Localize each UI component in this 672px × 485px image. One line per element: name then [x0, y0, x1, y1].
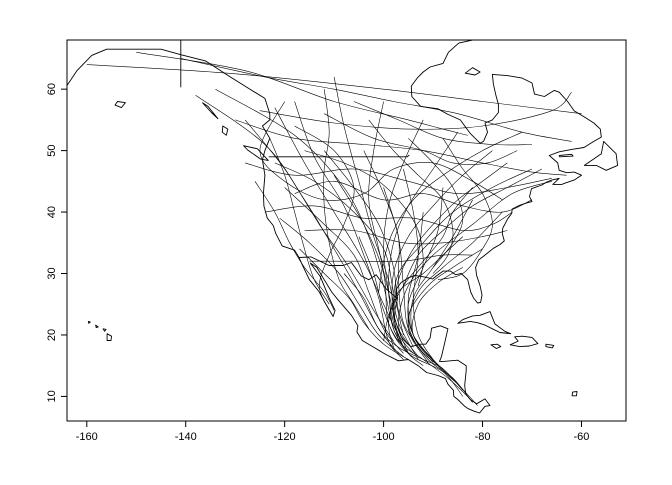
- track-line: [407, 211, 503, 363]
- track-line: [304, 229, 508, 245]
- border-line: [298, 256, 398, 300]
- x-tick-label: -60: [574, 431, 590, 443]
- island-outline: [102, 328, 107, 332]
- island-outline: [490, 343, 502, 349]
- island-outline: [106, 333, 112, 341]
- track-line: [388, 132, 459, 348]
- track-line: [323, 89, 370, 329]
- track-line: [136, 52, 468, 136]
- y-tick-label: 30: [46, 267, 58, 279]
- island-outline: [221, 125, 229, 136]
- land-layer: [67, 40, 619, 414]
- x-tick-label: -140: [175, 431, 197, 443]
- y-tick-label: 60: [46, 83, 58, 95]
- track-line: [309, 254, 473, 262]
- border-line: [268, 154, 410, 158]
- track-line: [294, 125, 355, 311]
- track-line: [437, 138, 493, 280]
- island-outline: [583, 140, 619, 171]
- island-outline: [464, 67, 481, 76]
- track-layer: [86, 52, 582, 406]
- track-line: [368, 119, 454, 274]
- y-tick-label: 10: [46, 390, 58, 402]
- island-outline: [457, 311, 512, 335]
- track-line: [383, 187, 473, 342]
- track-line: [259, 91, 572, 130]
- track-line: [244, 119, 394, 342]
- track-line: [378, 131, 523, 293]
- track-line: [353, 101, 533, 146]
- x-tick-label: -80: [475, 431, 491, 443]
- track-line: [195, 95, 399, 354]
- track-line: [403, 168, 543, 286]
- island-outline: [114, 101, 126, 109]
- y-tick-label: 20: [46, 329, 58, 341]
- track-line: [343, 273, 464, 391]
- track-line: [324, 113, 518, 165]
- track-line: [411, 267, 463, 385]
- y-tick-label: 40: [46, 206, 58, 218]
- track-line: [383, 119, 424, 354]
- track-line: [259, 101, 503, 201]
- island-outline: [87, 320, 91, 324]
- plot-frame: [66, 39, 627, 422]
- border-layer: [180, 40, 410, 300]
- track-line: [388, 236, 464, 348]
- x-tick-label: -100: [373, 431, 395, 443]
- track-line: [410, 199, 473, 363]
- axes-layer: -160 -140 -120 -100 -80 -60 10 20 30 40 50 60: [46, 83, 589, 443]
- track-line: [264, 205, 513, 231]
- track-line: [358, 236, 468, 397]
- track-line: [299, 248, 409, 360]
- island-outline: [243, 145, 269, 161]
- island-outline: [509, 335, 539, 348]
- track-line: [294, 180, 533, 213]
- track-line: [398, 181, 552, 354]
- island-outline: [558, 153, 574, 158]
- island-outline: [571, 391, 578, 397]
- island-outline: [95, 324, 99, 329]
- island-outline: [202, 102, 219, 120]
- track-line: [391, 150, 493, 348]
- track-line: [254, 181, 335, 311]
- x-tick-label: -160: [76, 431, 98, 443]
- track-line: [363, 150, 424, 354]
- track-line: [86, 64, 582, 114]
- track-line: [403, 168, 434, 360]
- island-outline: [545, 343, 555, 349]
- y-tick-label: 50: [46, 144, 58, 156]
- track-line: [393, 162, 508, 311]
- x-tick-label: -120: [274, 431, 296, 443]
- track-line: [407, 248, 483, 370]
- track-line: [274, 107, 414, 354]
- coastline: [67, 40, 602, 414]
- track-line: [323, 150, 414, 348]
- track-line: [269, 138, 330, 305]
- track-line: [279, 217, 404, 357]
- track-line: [383, 187, 473, 403]
